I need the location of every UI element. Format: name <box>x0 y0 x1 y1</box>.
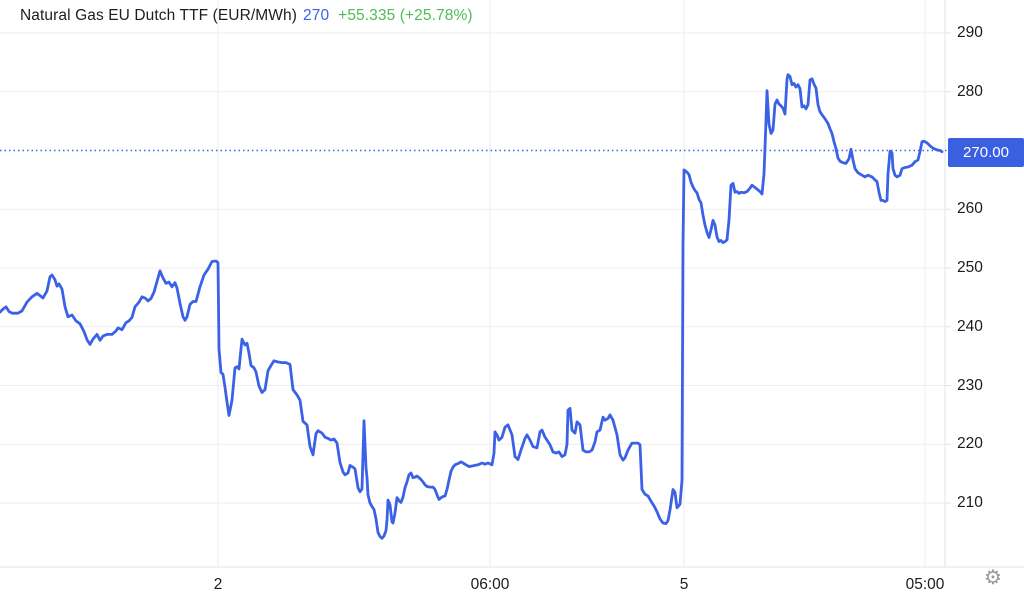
y-axis-label: 280 <box>957 82 983 100</box>
x-axis-label: 05:00 <box>905 576 945 593</box>
price-change: +55.335 (+25.78%) <box>338 7 473 24</box>
x-axis-label: 2 <box>213 576 223 593</box>
last-price: 270 <box>303 7 330 24</box>
x-axis-label: 5 <box>679 576 689 593</box>
y-axis-label: 260 <box>957 200 983 218</box>
price-line <box>0 73 944 540</box>
current-price-badge: 270.00 <box>948 138 1024 167</box>
y-axis-label: 250 <box>957 259 983 276</box>
x-axis-label: 06:00 <box>470 576 510 593</box>
gear-icon[interactable]: ⚙ <box>979 563 1007 591</box>
y-axis-label: 210 <box>957 494 983 511</box>
instrument-title: Natural Gas EU Dutch TTF (EUR/MWh) <box>20 7 297 24</box>
y-axis-label: 290 <box>957 24 983 41</box>
y-axis-label: 230 <box>957 376 983 394</box>
y-axis-label: 240 <box>957 317 983 335</box>
y-axis-label: 220 <box>957 435 983 453</box>
chart-header: Natural Gas EU Dutch TTF (EUR/MWh) 270 +55… <box>20 7 473 25</box>
